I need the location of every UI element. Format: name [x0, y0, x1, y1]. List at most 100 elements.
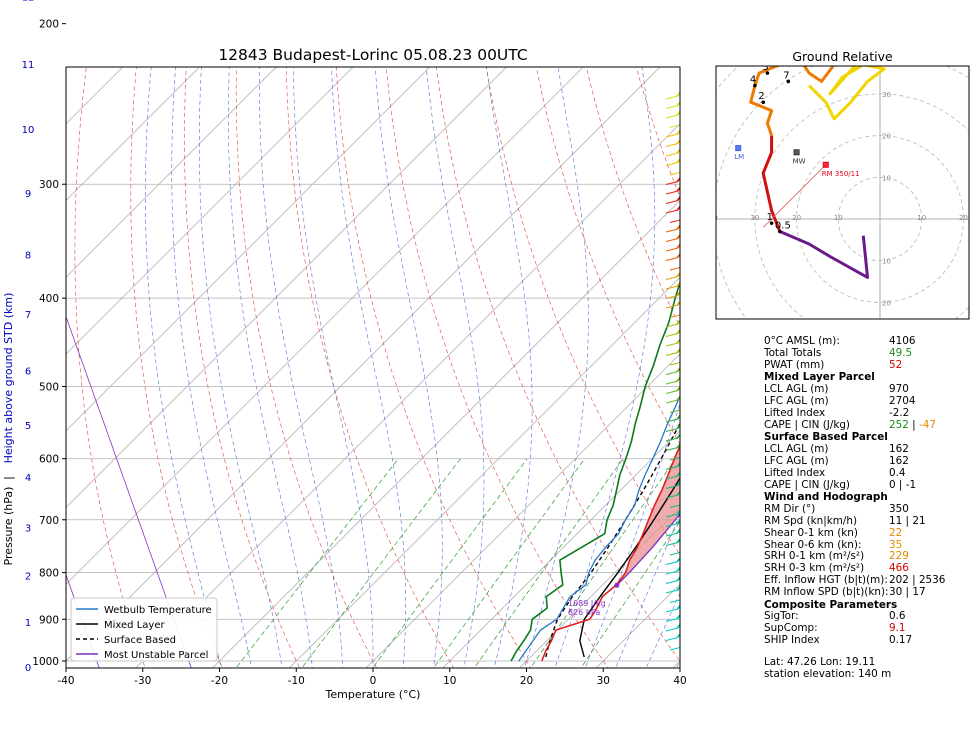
- hodograph-x-tick: 70: [584, 214, 593, 222]
- x-tick-label: 0: [370, 675, 377, 687]
- stats-panel: 0°C AMSL (m): 4106 Total Totals 49.5 PWAT (m…: [764, 335, 974, 680]
- ml-row: Lifted Index -2.2: [764, 406, 974, 420]
- wind-barb: [665, 148, 680, 157]
- isotherm: [66, 67, 584, 585]
- moist-adiabat: [228, 67, 313, 668]
- isotherm: [66, 67, 661, 662]
- skewt-legend: Wetbulb Temperature Mixed Layer Surface Ba…: [70, 597, 218, 662]
- moist-adiabat: [171, 67, 252, 668]
- wind-barb: [665, 538, 680, 546]
- hodograph-level-label: 0.5: [775, 221, 791, 232]
- composite-header: Composite Parameters: [764, 598, 898, 611]
- series-wetbulb-temperature: [518, 394, 680, 662]
- hodograph-y-tick: 10: [882, 174, 891, 182]
- wind-barb: [665, 528, 680, 537]
- wind-barb: [665, 509, 680, 518]
- wind-barb: [669, 219, 680, 223]
- ml-cape-separator: |: [912, 418, 916, 431]
- stat-label: RM Spd (kn|km/h): [764, 514, 858, 527]
- hodograph-level-label: 10: [867, 4, 880, 15]
- legend-label: Mixed Layer: [104, 620, 165, 631]
- page-title: 12843 Budapest-Lorinc 05.08.23 00UTC: [218, 46, 528, 64]
- wind-barb: [665, 139, 680, 147]
- stat-value: 162: [889, 443, 909, 456]
- x-tick-label: 40: [673, 675, 686, 687]
- x-tick-label: -20: [211, 675, 228, 687]
- moist-adiabat: [374, 67, 443, 668]
- station-latlon: Lat: 47.26 Lon: 19.11: [764, 655, 876, 668]
- stat-value: 0.4: [889, 466, 906, 479]
- wind-barb: [665, 319, 680, 328]
- sb-row: Lifted Index 0.4: [764, 466, 974, 480]
- stat-label: SRH 0-1 km (m²/s²): [764, 550, 865, 563]
- height-tick-label: 8: [25, 251, 31, 262]
- wind-barb: [665, 300, 680, 309]
- hodograph-plot-area: 7060504030201010203040706050403020101020…: [584, 0, 969, 319]
- mixing-ratio-line: [372, 458, 528, 668]
- wind-row: SRH 0-1 km (m²/s²) 229: [764, 551, 974, 563]
- mixing-ratio-line: [433, 458, 585, 668]
- wind-barb: [665, 462, 680, 470]
- stat-value: 52: [889, 358, 903, 371]
- ml-cape-value: 252: [889, 418, 909, 431]
- mixing-ratio-line: [473, 458, 624, 668]
- height-tick-label: 11: [22, 60, 35, 71]
- stat-value: 0.17: [889, 633, 913, 646]
- x-tick-label: -10: [288, 675, 305, 687]
- stat-value: 49.5: [889, 346, 913, 359]
- stat-label: Eff. Inflow HGT (b|t)(m):: [764, 573, 888, 586]
- stat-label: RM Inflow SPD (b|t)(kn):: [764, 585, 889, 598]
- height-tick-label: 12: [22, 0, 35, 4]
- y-axis-separator: |: [2, 476, 15, 480]
- height-tick-label: 6: [25, 367, 31, 378]
- comp-row: SupComp: 9.1: [764, 622, 974, 635]
- stat-value: 466: [889, 562, 909, 575]
- height-tick-label: 0: [25, 663, 31, 674]
- y-tick-label: 800: [39, 568, 59, 580]
- stat-value: -2.2: [889, 406, 910, 419]
- moist-adiabat: [554, 67, 656, 668]
- hodograph-segment: [851, 0, 918, 31]
- hodograph-level-label: 3: [762, 62, 768, 73]
- hodograph-marker: [793, 149, 800, 156]
- dry-adiabat: [286, 67, 455, 668]
- y-tick-label: 200: [39, 19, 59, 31]
- wind-barb: [665, 367, 680, 375]
- wind-barb: [665, 481, 680, 489]
- hodograph-level-label: 7: [783, 70, 789, 81]
- wind-row: RM Inflow SPD (b|t)(kn): 30 | 17: [764, 585, 974, 599]
- isotherm: [66, 67, 507, 508]
- hodograph-x-tick: 20: [792, 214, 801, 222]
- stat-label: Total Totals: [764, 346, 822, 359]
- stat-label: Shear 0-1 km (kn): [764, 526, 858, 539]
- wind-barb: [665, 234, 680, 242]
- wind-barb: [669, 361, 680, 366]
- wind-barb: [665, 177, 680, 185]
- y-axis-label: Pressure (hPa): [2, 487, 15, 566]
- wind-barb: [669, 124, 680, 128]
- stat-value: 0.6: [889, 610, 906, 623]
- stat-value: 35: [889, 538, 903, 551]
- moist-adiabat: [331, 67, 406, 668]
- hodograph-y-tick: 30: [882, 91, 891, 99]
- wind-barb: [669, 551, 680, 556]
- comp-row: SigTor: 0.6: [764, 611, 974, 623]
- dry-adiabat: [235, 67, 378, 668]
- wind-barb: [665, 329, 680, 337]
- hodograph-frame: [715, 65, 970, 320]
- stat-value: 162: [889, 454, 909, 467]
- hodograph-y-tick: 40: [882, 49, 891, 57]
- y-tick-label: 700: [39, 515, 59, 527]
- stat-label: LCL AGL (m): [764, 383, 829, 396]
- ml-cin-value: -47: [918, 418, 936, 431]
- hodograph-segment: [779, 230, 869, 279]
- stat-value: 30 | 17: [889, 585, 926, 598]
- series-dewpoint: [510, 279, 680, 662]
- wind-barb: [665, 424, 680, 432]
- wind-row: Shear 0-1 km (kn) 22: [764, 526, 974, 540]
- height-tick-label: 3: [25, 523, 31, 534]
- wind-barb: [665, 101, 680, 109]
- wind-barb: [665, 614, 680, 622]
- moist-adiabat: [615, 513, 680, 668]
- wind-row: Eff. Inflow HGT (b|t)(m): 202 | 2536: [764, 573, 974, 587]
